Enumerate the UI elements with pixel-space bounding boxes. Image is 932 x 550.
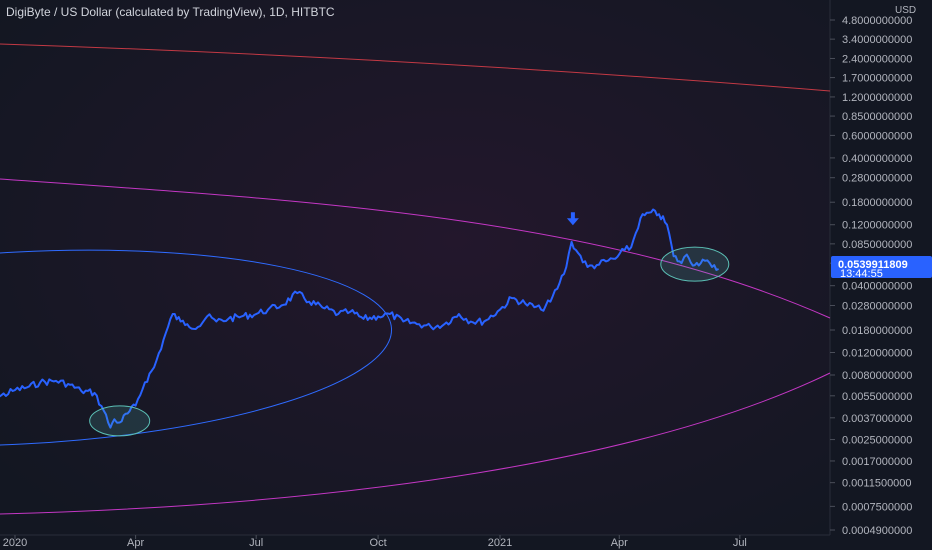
highlight-circle-2020 <box>89 405 151 437</box>
y-tick-label: 0.4000000000 <box>842 153 912 165</box>
time-axis[interactable]: 2020 Apr Jul Oct 2021 Apr Jul <box>3 535 747 549</box>
price-series-line <box>0 208 719 429</box>
y-tick-label: 0.0180000000 <box>842 325 912 337</box>
bar-countdown: 13:44:55 <box>840 268 883 280</box>
y-tick-label: 4.8000000000 <box>842 15 912 27</box>
y-tick-label: 1.2000000000 <box>842 92 912 104</box>
blue-ellipse <box>0 249 393 447</box>
x-tick-label: 2020 <box>3 537 27 549</box>
plot-background <box>0 0 830 535</box>
y-tick-label: 0.0850000000 <box>842 239 912 251</box>
y-tick-label: 0.0017000000 <box>842 456 912 468</box>
y-tick-label: 1.7000000000 <box>842 73 912 85</box>
y-tick-label: 0.0025000000 <box>842 435 912 447</box>
y-tick-label: 0.0007500000 <box>842 501 912 513</box>
y-tick-label: 0.0120000000 <box>842 348 912 360</box>
series-layer <box>0 208 719 429</box>
y-tick-label: 0.0080000000 <box>842 370 912 382</box>
y-tick-label: 0.6000000000 <box>842 130 912 142</box>
last-price-tag-background <box>831 256 932 278</box>
y-tick-label: 0.0400000000 <box>842 281 912 293</box>
y-tick-label: 0.0011500000 <box>842 478 912 490</box>
y-tick-label: 0.0004900000 <box>842 525 912 537</box>
y-tick-label: 0.0055000000 <box>842 391 912 403</box>
x-tick-label: Jul <box>733 537 747 549</box>
red-ellipse-arc <box>0 43 831 92</box>
y-tick-label: 0.0280000000 <box>842 300 912 312</box>
x-tick-label: 2021 <box>488 537 512 549</box>
y-tick-label: 0.0037000000 <box>842 413 912 425</box>
x-tick-label: Jul <box>249 537 263 549</box>
price-axis-unit: USD <box>895 5 916 16</box>
y-tick-label: 3.4000000000 <box>842 34 912 46</box>
y-tick-label: 0.2800000000 <box>842 173 912 185</box>
x-tick-label: Oct <box>370 537 387 549</box>
annotation-layer <box>89 212 730 437</box>
highlight-circle-2021 <box>660 246 730 282</box>
chart-title: DigiByte / US Dollar (calculated by Trad… <box>6 5 335 19</box>
x-tick-label: Apr <box>611 537 628 549</box>
down-arrow-icon <box>566 212 579 226</box>
y-tick-label: 0.1800000000 <box>842 197 912 209</box>
y-tick-label: 0.8500000000 <box>842 111 912 123</box>
y-tick-label: 2.4000000000 <box>842 53 912 65</box>
magenta-ellipse-arc <box>0 178 831 515</box>
x-tick-label: Apr <box>127 537 144 549</box>
last-price-value: 0.0539911809 <box>838 259 908 271</box>
y-tick-label: 0.1200000000 <box>842 220 912 232</box>
last-price-tag[interactable]: 0.0539911809 13:44:55 <box>831 256 932 280</box>
